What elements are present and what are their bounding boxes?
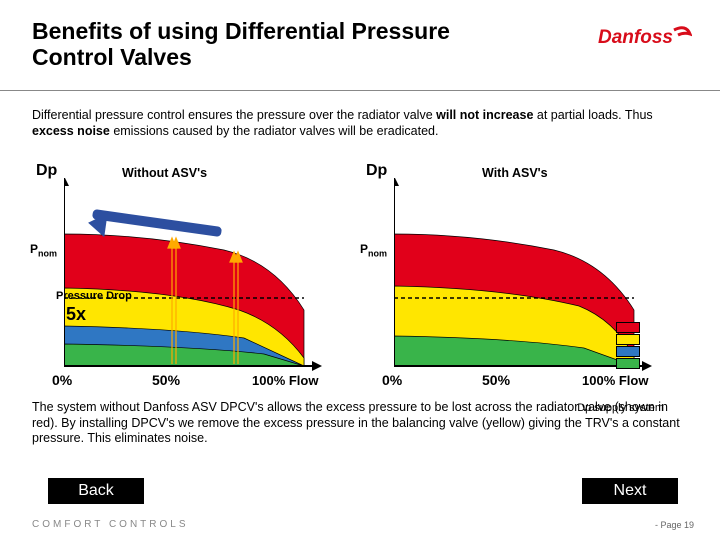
xtick-100: 100% Flow: [252, 373, 318, 388]
chart-left-svg: [64, 178, 324, 378]
divider: [0, 90, 720, 91]
y-axis-label: Dp: [36, 162, 57, 180]
danfoss-logo: Danfoss: [596, 22, 692, 59]
description-text: The system without Danfoss ASV DPCV's al…: [32, 400, 694, 447]
pressure-drop-label: Pressure Drop: [56, 290, 132, 302]
chart-right-svg: [394, 178, 654, 378]
page-number: - Page 19: [655, 520, 694, 530]
logo-swoosh: [674, 28, 690, 35]
xtick-50: 50%: [482, 372, 510, 388]
xtick-0: 0%: [382, 372, 402, 388]
xtick-100: 100% Flow: [582, 373, 648, 388]
y-axis-label: Dp: [366, 162, 387, 180]
charts-region: Dp Without ASV's Pnom: [32, 162, 698, 394]
multiplier-label: 5x: [66, 304, 86, 325]
xtick-0: 0%: [52, 372, 72, 388]
pnom-label: Pnom: [360, 242, 387, 258]
next-button[interactable]: Next: [582, 478, 678, 504]
legend-swatch: [616, 358, 676, 369]
y-axis-arrow: [64, 178, 69, 186]
back-button[interactable]: Back: [48, 478, 144, 504]
legend: [616, 322, 676, 370]
legend-swatch: [616, 346, 676, 357]
x-axis-ticks: 0% 50% 100% Flow: [32, 368, 332, 388]
legend-swatch: [616, 334, 676, 345]
chart-without-asv: Dp Without ASV's Pnom: [32, 162, 332, 394]
pnom-label: Pnom: [30, 242, 57, 258]
y-axis-arrow: [394, 178, 399, 186]
intro-text: Differential pressure control ensures th…: [32, 108, 696, 139]
xtick-50: 50%: [152, 372, 180, 388]
x-axis-ticks: 0% 50% 100% Flow: [362, 368, 662, 388]
logo-text: Danfoss: [598, 27, 673, 48]
page-title: Benefits of using Differential Pressure …: [32, 18, 532, 71]
legend-swatch: [616, 322, 676, 333]
footer-brand: COMFORT CONTROLS: [32, 519, 189, 530]
